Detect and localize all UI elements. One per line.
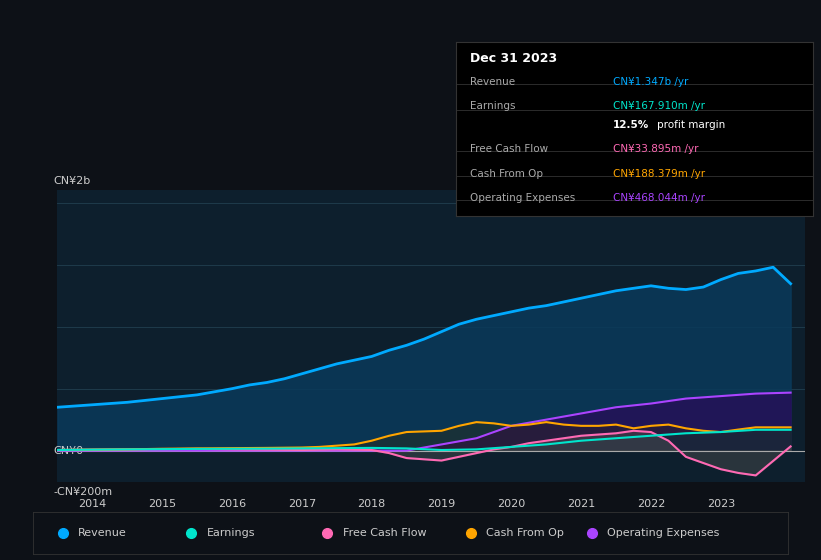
Text: CN¥1.347b /yr: CN¥1.347b /yr: [612, 77, 688, 87]
Text: Dec 31 2023: Dec 31 2023: [470, 53, 557, 66]
Text: Revenue: Revenue: [78, 529, 127, 538]
Text: Operating Expenses: Operating Expenses: [470, 193, 576, 203]
Text: CN¥188.379m /yr: CN¥188.379m /yr: [612, 169, 705, 179]
Text: 2019: 2019: [428, 499, 456, 509]
Text: Revenue: Revenue: [470, 77, 515, 87]
Text: Free Cash Flow: Free Cash Flow: [342, 529, 426, 538]
Text: 2022: 2022: [637, 499, 665, 509]
Text: Free Cash Flow: Free Cash Flow: [470, 144, 548, 155]
Text: 2021: 2021: [567, 499, 595, 509]
Text: CN¥2b: CN¥2b: [53, 176, 91, 186]
Text: 2020: 2020: [498, 499, 525, 509]
Text: CN¥167.910m /yr: CN¥167.910m /yr: [612, 101, 704, 111]
Text: -CN¥200m: -CN¥200m: [53, 487, 112, 497]
Text: 2017: 2017: [287, 499, 316, 509]
Text: 2023: 2023: [707, 499, 735, 509]
Text: Earnings: Earnings: [207, 529, 255, 538]
Text: CN¥0: CN¥0: [53, 446, 84, 456]
Text: Operating Expenses: Operating Expenses: [607, 529, 719, 538]
Text: 2016: 2016: [218, 499, 246, 509]
Text: Cash From Op: Cash From Op: [470, 169, 543, 179]
Text: 2018: 2018: [358, 499, 386, 509]
Text: profit margin: profit margin: [658, 120, 726, 130]
Text: 2015: 2015: [148, 499, 177, 509]
Text: CN¥33.895m /yr: CN¥33.895m /yr: [612, 144, 699, 155]
Text: Earnings: Earnings: [470, 101, 516, 111]
Text: CN¥468.044m /yr: CN¥468.044m /yr: [612, 193, 704, 203]
Text: 12.5%: 12.5%: [612, 120, 649, 130]
Text: Cash From Op: Cash From Op: [486, 529, 564, 538]
Text: 2014: 2014: [78, 499, 107, 509]
